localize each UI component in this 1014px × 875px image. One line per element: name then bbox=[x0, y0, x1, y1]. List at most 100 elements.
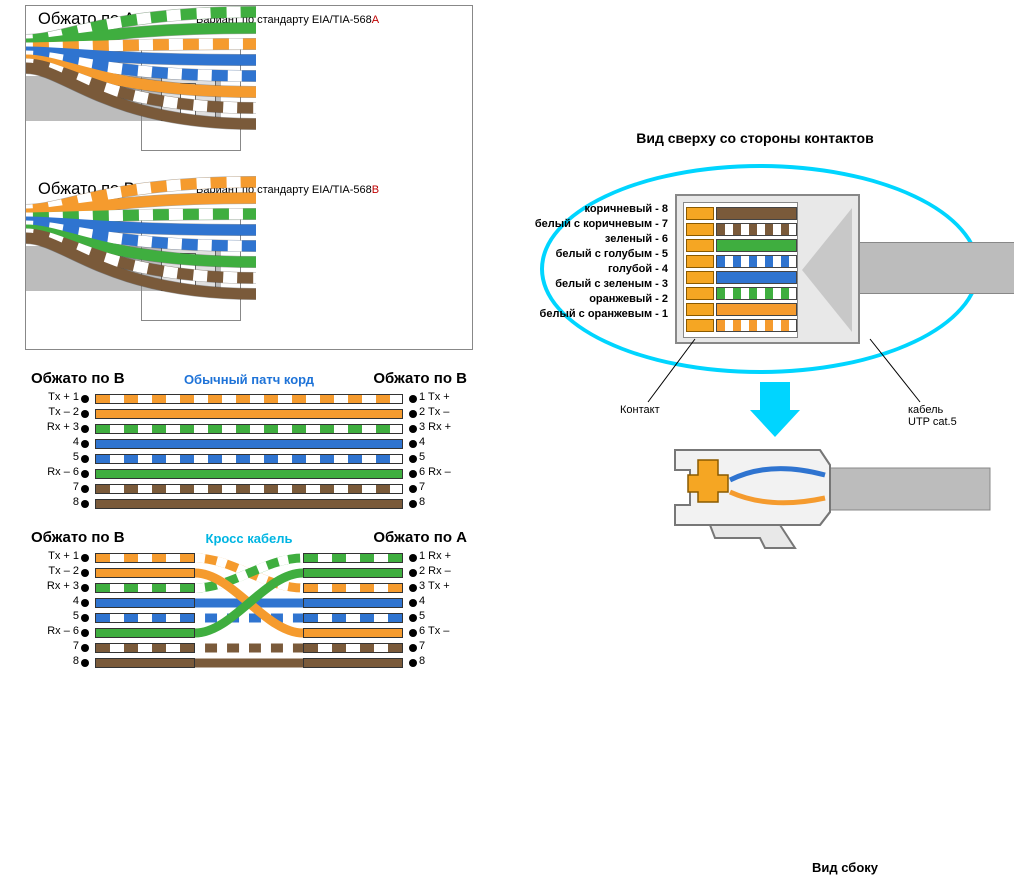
pin-label-right: 7 bbox=[419, 640, 473, 652]
pin-wire-left bbox=[95, 598, 195, 608]
rj45-pin-label: зеленый - 6 bbox=[520, 232, 668, 247]
pin-dot bbox=[81, 569, 89, 577]
pin-wire bbox=[95, 469, 403, 479]
pin-wire-left bbox=[95, 553, 195, 563]
rj45-strain-relief bbox=[802, 208, 852, 332]
pin-label-left: 5 bbox=[25, 451, 79, 463]
rj45-contact bbox=[686, 207, 714, 220]
pin-label-right: 4 bbox=[419, 595, 473, 607]
pin-wire-right bbox=[303, 553, 403, 563]
pin-label-left: Tx – 2 bbox=[25, 565, 79, 577]
crimp-row-b: Обжато по B Вариант по стандарту EIA/TIA… bbox=[26, 176, 472, 346]
straight-right-title: Обжато по B bbox=[373, 370, 467, 387]
pin-label-left: 8 bbox=[25, 655, 79, 667]
rj45-side-title: Вид сбоку bbox=[700, 860, 990, 875]
pin-wire bbox=[95, 454, 403, 464]
pin-row: Tx – 22 Tx – bbox=[25, 407, 473, 421]
pin-dot bbox=[409, 410, 417, 418]
pin-row: 88 bbox=[25, 497, 473, 511]
pin-label-right: 8 bbox=[419, 655, 473, 667]
pin-label-left: Tx + 1 bbox=[25, 391, 79, 403]
pin-label-right: 5 bbox=[419, 451, 473, 463]
pin-row: Rx – 6 6 Rx – bbox=[25, 467, 473, 481]
rj45-pin-label: белый с зеленым - 3 bbox=[520, 277, 668, 292]
pin-wire bbox=[95, 424, 403, 434]
pinout-cross: Обжато по B Кросс кабель Обжато по A Tx … bbox=[25, 529, 473, 670]
pin-label-right: 3 Tx + bbox=[419, 580, 473, 592]
pin-label-left: Rx – 6 bbox=[25, 625, 79, 637]
rj45-pin-row bbox=[686, 303, 797, 316]
pin-dot bbox=[81, 440, 89, 448]
pin-wire-right bbox=[303, 628, 403, 638]
pin-wire-right bbox=[303, 568, 403, 578]
rj45-pin-label: белый с коричневым - 7 bbox=[520, 217, 668, 232]
pin-dot bbox=[81, 410, 89, 418]
rj45-pin-label: оранжевый - 2 bbox=[520, 292, 668, 307]
pin-wire-left bbox=[95, 613, 195, 623]
pin-wire bbox=[95, 409, 403, 419]
wire-fan-b bbox=[26, 176, 256, 301]
pin-dot bbox=[409, 440, 417, 448]
rj45-contact bbox=[686, 303, 714, 316]
pin-dot bbox=[81, 614, 89, 622]
rj45-pin-row bbox=[686, 255, 797, 268]
crimp-b-sub-suffix: B bbox=[372, 184, 379, 196]
rj45-contact bbox=[686, 239, 714, 252]
rj45-wire bbox=[716, 271, 797, 284]
crimp-a-sub-suffix: A bbox=[372, 14, 379, 26]
pin-dot bbox=[409, 629, 417, 637]
pin-label-left: 7 bbox=[25, 481, 79, 493]
pin-dot bbox=[409, 659, 417, 667]
rj45-cable bbox=[860, 242, 1014, 294]
pin-wire-left bbox=[95, 568, 195, 578]
rj45-panel: Вид сверху со стороны контактов коричнев… bbox=[520, 130, 990, 875]
pin-label-right: 2 Rx – bbox=[419, 565, 473, 577]
rj45-wire bbox=[716, 287, 797, 300]
pin-label-left: 4 bbox=[25, 436, 79, 448]
pin-row: 55 bbox=[25, 452, 473, 466]
rj45-side-view bbox=[670, 420, 990, 560]
rj45-pin-row bbox=[686, 223, 797, 236]
rj45-top-title: Вид сверху со стороны контактов bbox=[520, 130, 990, 146]
rj45-pin-row bbox=[686, 207, 797, 220]
rj45-wire bbox=[716, 255, 797, 268]
rj45-wire bbox=[716, 319, 797, 332]
rj45-pin-label: белый с оранжевым - 1 bbox=[520, 307, 668, 322]
pinout-straight: Обжато по B Обычный патч корд Обжато по … bbox=[25, 370, 473, 511]
pin-wire-right bbox=[303, 643, 403, 653]
pin-wire bbox=[95, 394, 403, 404]
pin-label-left: Rx + 3 bbox=[25, 421, 79, 433]
pin-dot bbox=[409, 599, 417, 607]
pin-wire-left bbox=[95, 583, 195, 593]
pin-label-left: 8 bbox=[25, 496, 79, 508]
pin-label-right: 2 Tx – bbox=[419, 406, 473, 418]
pin-dot bbox=[409, 470, 417, 478]
pin-label-left: Rx – 6 bbox=[25, 466, 79, 478]
pin-dot bbox=[81, 425, 89, 433]
crimp-standards-panel: Обжато по A Вариант по стандарту EIA/TIA… bbox=[25, 5, 473, 350]
pin-dot bbox=[81, 599, 89, 607]
rj45-pin-labels: коричневый - 8белый с коричневым - 7зеле… bbox=[520, 202, 668, 322]
pin-dot bbox=[409, 500, 417, 508]
pin-row: Tx + 11 Tx + bbox=[25, 392, 473, 406]
pin-dot bbox=[409, 614, 417, 622]
rj45-top-view: коричневый - 8белый с коричневым - 7зеле… bbox=[520, 164, 990, 424]
pin-label-left: 7 bbox=[25, 640, 79, 652]
pin-wire-right bbox=[303, 598, 403, 608]
rj45-pin-row bbox=[686, 287, 797, 300]
rj45-connector-body bbox=[675, 194, 860, 344]
pin-dot bbox=[409, 569, 417, 577]
pin-wire-right bbox=[303, 583, 403, 593]
rj45-contact bbox=[686, 287, 714, 300]
pin-row: 44 bbox=[25, 437, 473, 451]
pin-label-left: Tx + 1 bbox=[25, 550, 79, 562]
pin-wire-right bbox=[303, 613, 403, 623]
pin-label-right: 6 Rx – bbox=[419, 466, 473, 478]
pin-dot bbox=[409, 554, 417, 562]
pin-wire bbox=[95, 439, 403, 449]
rj45-pin-label: коричневый - 8 bbox=[520, 202, 668, 217]
pin-wire bbox=[95, 499, 403, 509]
rj45-pin-row bbox=[686, 271, 797, 284]
pin-label-right: 5 bbox=[419, 610, 473, 622]
pin-dot bbox=[409, 395, 417, 403]
